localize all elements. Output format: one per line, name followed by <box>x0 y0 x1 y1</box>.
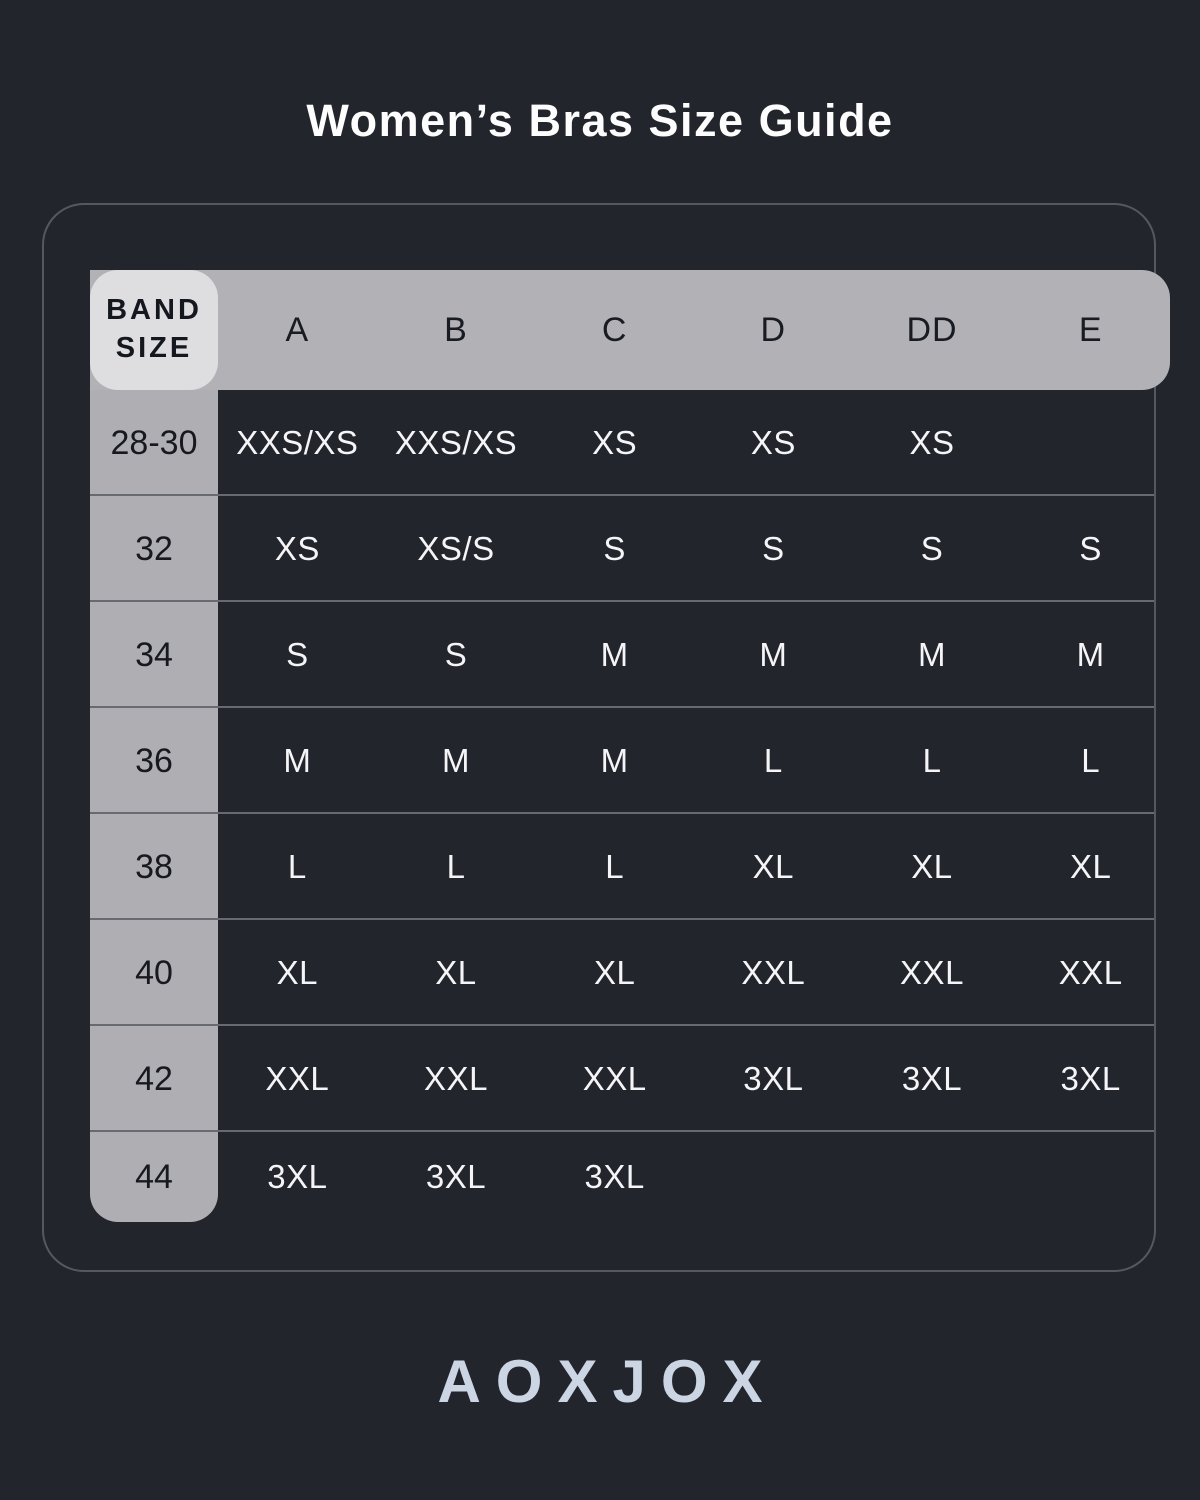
size-cell: XL <box>593 954 636 991</box>
column-header-e: E <box>1078 310 1103 349</box>
size-cell: XL <box>752 848 795 885</box>
size-cell: XS <box>750 424 796 461</box>
size-cell: M <box>283 742 312 779</box>
band-size-cell: 34 <box>135 635 173 674</box>
size-cell: XXL <box>900 954 964 991</box>
size-cell: 3XL <box>267 1158 328 1195</box>
size-cell: S <box>444 636 468 673</box>
size-cell: 3XL <box>1060 1060 1121 1097</box>
size-cell: L <box>763 742 783 779</box>
size-cell: S <box>1079 530 1102 567</box>
size-cell: M <box>441 742 470 779</box>
table-row: 42 XXL XXL XXL 3XL 3XL 3XL <box>90 1026 1170 1132</box>
table-row: 28-30 XXS/XS XXS/XS XS XS XS <box>90 390 1170 496</box>
table-row: 44 3XL 3XL 3XL <box>90 1132 1170 1222</box>
brand-logo: AOXJOX <box>437 1348 778 1415</box>
table-row: 36 M M M L L L <box>90 708 1170 814</box>
size-cell: XS <box>592 424 638 461</box>
column-header-dd: DD <box>906 310 958 349</box>
size-cell: M <box>600 742 629 779</box>
band-size-cell: 42 <box>135 1059 173 1098</box>
size-cell: XXL <box>265 1060 330 1097</box>
size-cell: XL <box>276 954 319 991</box>
size-table: BAND SIZE A B C D DD E 28-30 XXS/XS XXS/… <box>90 270 1170 1222</box>
size-cell: XL <box>1069 848 1112 885</box>
size-cell: S <box>762 530 785 567</box>
column-header-b: B <box>444 310 468 349</box>
size-cell: M <box>759 636 788 673</box>
table-row: 40 XL XL XL XXL XXL XXL <box>90 920 1170 1026</box>
header-row-background <box>90 270 1170 390</box>
table-row: 32 XS XS/S S S S S <box>90 496 1170 602</box>
column-header-c: C <box>601 310 628 349</box>
size-cell: S <box>603 530 626 567</box>
band-size-cell: 32 <box>135 529 173 568</box>
band-size-cell: 38 <box>135 847 173 886</box>
size-cell: XXL <box>582 1060 647 1097</box>
size-cell: XXS/XS <box>394 424 518 461</box>
band-size-cell: 40 <box>135 953 173 992</box>
size-cell: L <box>605 848 625 885</box>
size-cell: L <box>1081 742 1101 779</box>
page-title: Women’s Bras Size Guide <box>306 95 894 146</box>
band-size-cell: 44 <box>135 1157 173 1196</box>
size-cell: XS/S <box>417 530 495 567</box>
band-column-background <box>90 390 218 1222</box>
size-table-panel: BAND SIZE A B C D DD E 28-30 XXS/XS XXS/… <box>42 203 1170 1272</box>
cup-size-header-row: A B C D DD E <box>218 270 1170 390</box>
size-cell: XXS/XS <box>236 424 359 461</box>
size-cell: S <box>286 636 309 673</box>
size-cell: XXL <box>1058 954 1123 991</box>
size-cell: XL <box>911 848 953 885</box>
size-cell: L <box>446 848 466 885</box>
band-size-corner-header: BAND SIZE <box>90 270 218 390</box>
size-cell: M <box>917 636 946 673</box>
table-row: 38 L L L XL XL XL <box>90 814 1170 920</box>
size-cell: L <box>287 848 307 885</box>
table-body: 28-30 XXS/XS XXS/XS XS XS XS 32 XS XS/S … <box>90 390 1170 1222</box>
column-header-a: A <box>285 310 310 349</box>
size-cell: M <box>1076 636 1105 673</box>
size-cell: 3XL <box>743 1060 804 1097</box>
size-cell: S <box>920 530 944 567</box>
size-cell: 3XL <box>425 1158 487 1195</box>
size-cell: XXL <box>424 1060 488 1097</box>
band-size-cell: 36 <box>135 741 173 780</box>
size-cell: XXL <box>741 954 806 991</box>
size-cell: XS <box>274 530 320 567</box>
size-cell: XL <box>435 954 477 991</box>
size-cell: M <box>600 636 629 673</box>
size-cell: L <box>922 742 942 779</box>
column-header-d: D <box>760 310 787 349</box>
band-size-cell: 28-30 <box>110 423 198 462</box>
size-cell: XS <box>909 424 955 461</box>
size-cell: 3XL <box>584 1158 645 1195</box>
size-cell: 3XL <box>901 1060 963 1097</box>
table-row: 34 S S M M M M <box>90 602 1170 708</box>
